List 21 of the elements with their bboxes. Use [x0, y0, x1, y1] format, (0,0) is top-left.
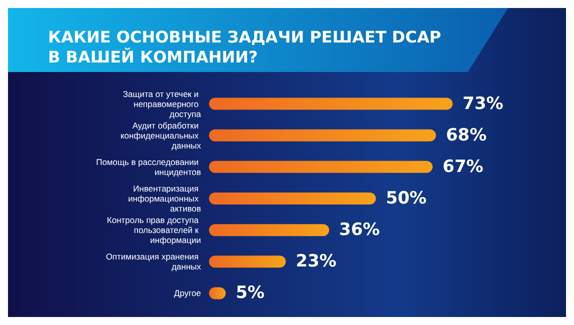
y-tick-label: Другое	[174, 288, 202, 298]
data-label: 5%	[236, 283, 265, 304]
bar	[209, 129, 436, 142]
y-tick-label: Защита от утечек и неправомерного доступа	[122, 88, 202, 119]
bar	[209, 160, 433, 173]
data-label: 68%	[446, 125, 487, 146]
bar	[209, 256, 286, 268]
y-tick-label: Аудит обработки конфиденциальных данных	[120, 120, 202, 150]
data-label: 73%	[462, 94, 504, 114]
data-label: 23%	[296, 252, 336, 272]
data-label: 67%	[442, 156, 484, 177]
data-label: 50%	[386, 188, 427, 208]
data-label: 36%	[339, 220, 380, 240]
bar	[209, 98, 453, 110]
y-tick-label: Инвентаризация информационных активов	[128, 184, 202, 214]
y-tick-label: Помощь в расследовании инцидентов	[96, 156, 202, 177]
chart-title: КАКИЕ ОСНОВНЫЕ ЗАДАЧИ РЕШАЕТ DCAP В ВАШЕЙ КОМПАНИИ?	[48, 28, 442, 66]
y-tick-label: Оптимизация хранения данных	[106, 252, 202, 272]
bar	[209, 224, 330, 236]
bar	[209, 192, 376, 204]
y-tick-label: Контроль прав доступа пользователей к информации	[106, 215, 202, 246]
